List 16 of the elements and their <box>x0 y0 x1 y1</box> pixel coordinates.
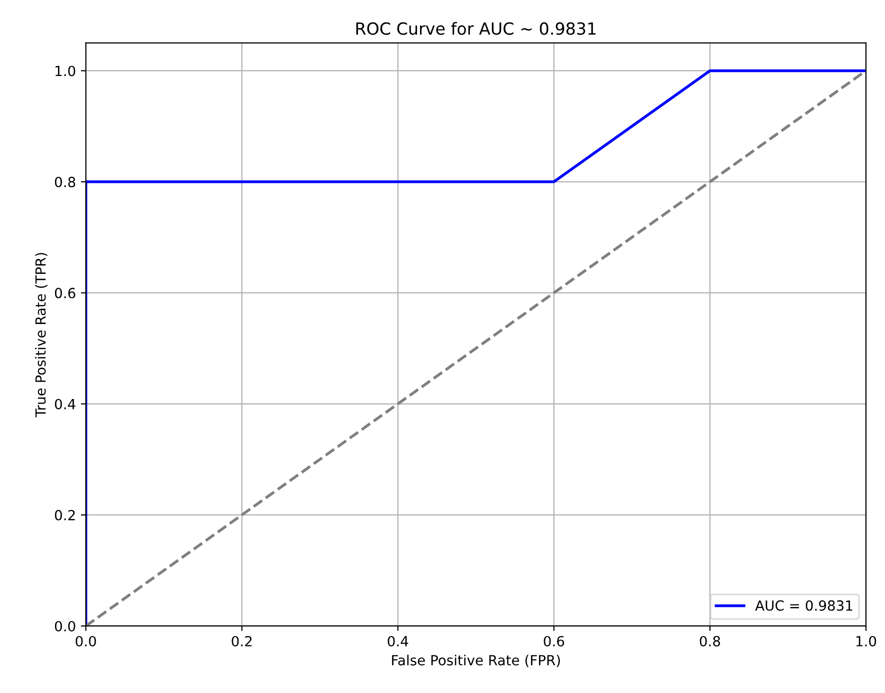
y-tick-label: 0.8 <box>54 176 76 188</box>
y-tick-label: 0.4 <box>54 398 76 410</box>
y-tick-label: 0.2 <box>54 510 75 520</box>
y-axis-title: True Positive Rate (TPR) <box>35 252 48 418</box>
x-tick-label: 0.2 <box>232 636 252 646</box>
y-tick-label: 1.0 <box>56 66 76 76</box>
x-tick-label: 1.0 <box>856 636 876 646</box>
x-tick-label: 0.8 <box>700 636 720 646</box>
chart-title: ROC Curve for AUC ~ 0.9831 <box>356 22 596 35</box>
x-tick-label: 0.4 <box>388 636 408 646</box>
y-tick-label: 0.0 <box>54 620 76 632</box>
x-tick-label: 0.6 <box>544 636 564 646</box>
y-tick-label: 0.6 <box>54 288 76 298</box>
legend-label: AUC = 0.9831 <box>755 600 852 611</box>
x-tick-label: 0.0 <box>76 636 96 646</box>
x-axis-title: False Positive Rate (FPR) <box>392 654 560 668</box>
